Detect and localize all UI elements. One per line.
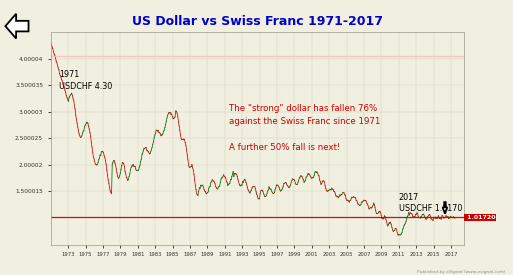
Text: A further 50% fall is next!: A further 50% fall is next! (229, 142, 341, 152)
Text: 1.01720: 1.01720 (465, 214, 496, 220)
Title: US Dollar vs Swiss Franc 1971-2017: US Dollar vs Swiss Franc 1971-2017 (132, 15, 383, 28)
Text: Published by eSignal (www.esignal.com): Published by eSignal (www.esignal.com) (417, 270, 505, 274)
FancyArrow shape (443, 202, 447, 214)
FancyArrow shape (6, 14, 29, 38)
Text: The "strong" dollar has fallen 76%
against the Swiss Franc since 1971: The "strong" dollar has fallen 76% again… (229, 104, 381, 126)
Text: 1971
USDCHF 4.30: 1971 USDCHF 4.30 (60, 70, 113, 91)
Text: 2017
USDCHF 1.0170: 2017 USDCHF 1.0170 (399, 192, 462, 213)
